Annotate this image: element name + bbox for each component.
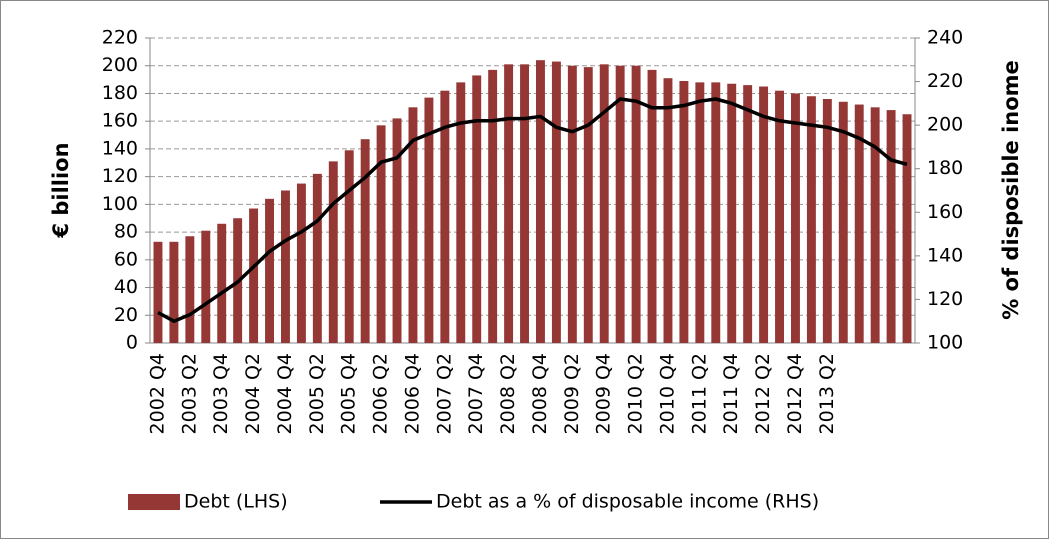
bar bbox=[440, 90, 450, 343]
x-tick-label: 2008 Q4 bbox=[529, 353, 551, 434]
bar bbox=[392, 118, 402, 343]
x-tick-label: 2012 Q4 bbox=[784, 353, 806, 434]
y2-tick-label: 100 bbox=[927, 332, 963, 354]
x-tick-label: 2009 Q4 bbox=[593, 353, 615, 434]
line bbox=[157, 97, 908, 323]
bar bbox=[536, 60, 545, 343]
x-tick-label: 2006 Q2 bbox=[370, 353, 392, 434]
bar bbox=[249, 208, 259, 343]
bar bbox=[615, 65, 625, 344]
bar bbox=[376, 125, 386, 343]
bar bbox=[296, 183, 306, 343]
legend-label: Debt as a % of disposable income (RHS) bbox=[436, 491, 819, 513]
y2-tick-label: 240 bbox=[927, 27, 963, 49]
y-tick-label: 120 bbox=[102, 165, 138, 187]
y-tick-label: 200 bbox=[102, 54, 138, 76]
bar bbox=[344, 150, 354, 343]
bar bbox=[169, 241, 179, 343]
x-tick-label: 2004 Q4 bbox=[274, 353, 296, 434]
x-tick-label: 2008 Q2 bbox=[497, 353, 519, 434]
bar bbox=[265, 198, 274, 343]
y-tick-label: 100 bbox=[102, 193, 138, 215]
y2-tick-label: 160 bbox=[927, 201, 963, 223]
bar bbox=[201, 230, 211, 343]
x-tick-label: 2013 Q2 bbox=[816, 353, 838, 434]
bar bbox=[217, 223, 227, 343]
bar bbox=[870, 107, 880, 344]
bar bbox=[743, 85, 753, 344]
bar bbox=[663, 78, 673, 344]
bar bbox=[822, 99, 832, 343]
x-tick-label: 2010 Q4 bbox=[656, 353, 678, 434]
bar bbox=[631, 65, 641, 344]
y-tick-label: 140 bbox=[102, 137, 138, 159]
bar bbox=[902, 114, 912, 343]
bar bbox=[551, 61, 561, 344]
x-tick-label: 2007 Q4 bbox=[465, 353, 487, 434]
y2-tick-label: 200 bbox=[927, 114, 963, 136]
x-tick-label: 2002 Q4 bbox=[146, 353, 168, 434]
bar bbox=[759, 86, 769, 343]
bar bbox=[886, 110, 896, 343]
bar bbox=[328, 161, 338, 343]
y-axis-title: € billion bbox=[49, 142, 73, 238]
bar bbox=[838, 101, 848, 343]
bar bbox=[360, 139, 370, 343]
bar bbox=[806, 96, 816, 344]
bar bbox=[695, 82, 705, 343]
x-tick-label: 2005 Q2 bbox=[306, 353, 328, 434]
bar bbox=[775, 90, 784, 343]
bar bbox=[727, 83, 737, 343]
x-tick-label: 2006 Q4 bbox=[401, 353, 423, 434]
y2-tick-label: 180 bbox=[927, 157, 963, 179]
bar bbox=[504, 64, 514, 343]
legend-label: Debt (LHS) bbox=[184, 491, 288, 513]
x-tick-label: 2011 Q2 bbox=[688, 353, 710, 434]
x-tick-label: 2010 Q2 bbox=[625, 353, 647, 434]
y2-axis-title: % of disposible inome bbox=[999, 60, 1023, 320]
x-tick-label: 2003 Q2 bbox=[178, 353, 200, 434]
x-tick-label: 2004 Q2 bbox=[242, 353, 264, 434]
bar bbox=[599, 64, 609, 343]
y2-tick-label: 140 bbox=[927, 244, 963, 266]
y-tick-label: 80 bbox=[114, 221, 138, 243]
bar bbox=[791, 93, 800, 343]
bar bbox=[488, 69, 498, 344]
x-tick-label: 2012 Q2 bbox=[752, 353, 774, 434]
bar bbox=[472, 75, 482, 343]
bar bbox=[711, 82, 721, 343]
bar bbox=[520, 64, 529, 343]
bar bbox=[583, 67, 593, 343]
y-tick-label: 20 bbox=[114, 304, 138, 326]
bar bbox=[312, 173, 322, 343]
y2-tick-label: 120 bbox=[927, 288, 963, 310]
y-tick-label: 40 bbox=[114, 276, 138, 298]
y-tick-label: 220 bbox=[102, 27, 138, 49]
x-tick-label: 2011 Q4 bbox=[720, 353, 742, 434]
y2-tick-label: 220 bbox=[927, 70, 963, 92]
bar bbox=[424, 97, 434, 343]
bar bbox=[456, 82, 466, 343]
bar bbox=[281, 190, 290, 343]
bar bbox=[153, 241, 163, 343]
x-tick-label: 2003 Q4 bbox=[210, 353, 232, 434]
y-tick-label: 60 bbox=[114, 248, 138, 270]
bar bbox=[679, 80, 689, 344]
x-tick-label: 2007 Q2 bbox=[433, 353, 455, 434]
bar bbox=[854, 104, 864, 343]
bar bbox=[647, 69, 657, 344]
y-tick-label: 180 bbox=[102, 82, 138, 104]
bar bbox=[185, 236, 195, 343]
x-tick-label: 2009 Q2 bbox=[561, 353, 583, 434]
y-tick-label: 160 bbox=[102, 110, 138, 132]
bar bbox=[567, 65, 577, 344]
y-tick-label: 0 bbox=[126, 332, 138, 354]
bar bbox=[408, 107, 418, 344]
legend-swatch bbox=[128, 494, 180, 510]
x-tick-label: 2005 Q4 bbox=[338, 353, 360, 434]
